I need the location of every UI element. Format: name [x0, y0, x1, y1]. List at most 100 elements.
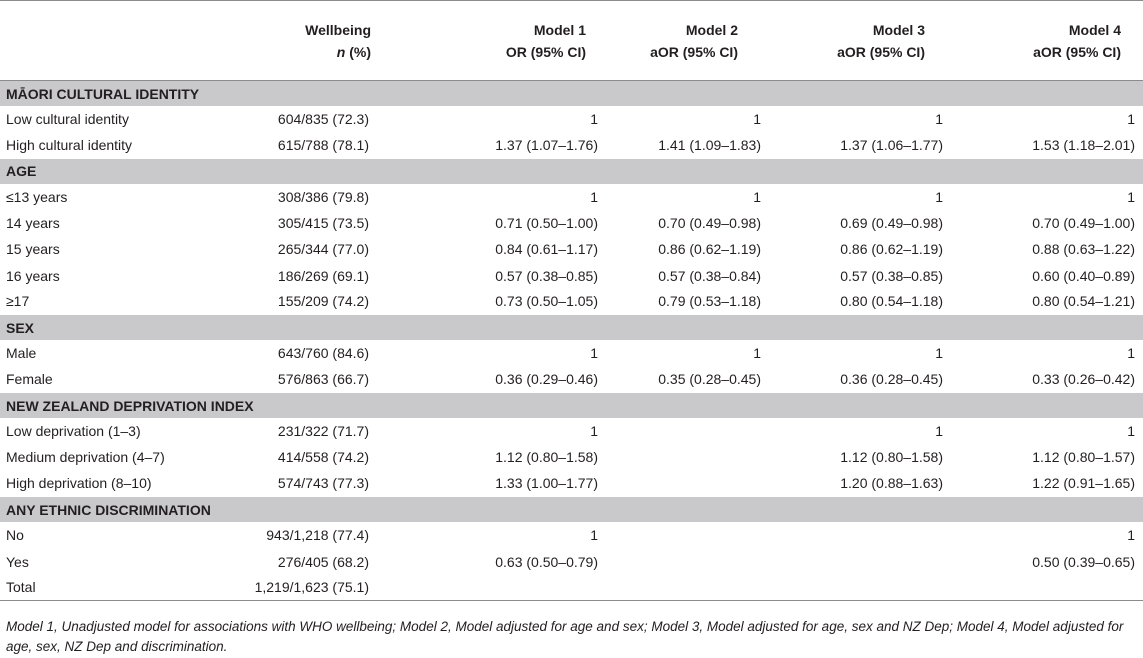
section-title: SEX — [0, 314, 1143, 341]
model2-cell — [603, 418, 793, 444]
model3-cell: 1 — [935, 423, 943, 440]
model4-cell: 1 — [1127, 188, 1135, 205]
model4-cell: 0.33 (0.26–0.42) — [1032, 371, 1135, 388]
model2-cell: 0.57 (0.38–0.84) — [658, 267, 761, 284]
model1-cell: 1 — [590, 188, 598, 205]
wellbeing-cell: 265/344 (77.0) — [277, 241, 369, 258]
header-model1: Model 1 OR (95% CI) — [453, 0, 603, 81]
wellbeing-cell: 1,219/1,623 (75.1) — [228, 574, 453, 602]
row-label: 15 years — [6, 241, 60, 258]
section-header-row: AGE — [0, 157, 1143, 184]
row-label: Low cultural identity — [6, 111, 129, 128]
model3-cell — [793, 548, 983, 574]
header-wellbeing-pct: (%) — [345, 43, 371, 60]
model1-cell: 1.37 (1.07–1.76) — [495, 137, 598, 154]
wellbeing-cell: 276/405 (68.2) — [277, 553, 369, 570]
model4-cell: 1.22 (0.91–1.65) — [1032, 475, 1135, 492]
model2-cell: 0.79 (0.53–1.18) — [658, 293, 761, 310]
model2-cell: 0.35 (0.28–0.45) — [658, 371, 761, 388]
model3-cell — [793, 574, 983, 602]
model3-cell: 0.86 (0.62–1.19) — [840, 241, 943, 258]
table-row: No 943/1,218 (77.4) 1 1 — [0, 522, 1143, 548]
model1-cell: 0.73 (0.50–1.05) — [495, 293, 598, 310]
table-row: 14 years 305/415 (73.5) 0.71 (0.50–1.00) 0.… — [0, 210, 1143, 236]
table-row: Female 576/863 (66.7) 0.36 (0.29–0.46) 0.35… — [0, 367, 1143, 393]
model2-cell — [603, 548, 793, 574]
model3-cell: 0.57 (0.38–0.85) — [840, 267, 943, 284]
model4-cell: 0.50 (0.39–0.65) — [1032, 553, 1135, 570]
model2-cell: 0.70 (0.49–0.98) — [658, 215, 761, 232]
section-title: ANY ETHNIC DISCRIMINATION — [0, 496, 1143, 523]
section-title: MĀORI CULTURAL IDENTITY — [0, 80, 1143, 106]
model2-cell — [603, 444, 793, 470]
model3-cell: 1 — [935, 111, 943, 128]
model2-cell — [603, 522, 793, 548]
model1-cell: 1.12 (0.80–1.58) — [495, 449, 598, 466]
row-label: Medium deprivation (4–7) — [6, 449, 165, 466]
wellbeing-cell: 308/386 (79.8) — [277, 188, 369, 205]
row-label: ≤13 years — [6, 188, 68, 205]
model3-cell: 0.80 (0.54–1.18) — [840, 293, 943, 310]
wellbeing-cell: 576/863 (66.7) — [277, 371, 369, 388]
header-model2: Model 2 aOR (95% CI) — [603, 0, 793, 81]
model4-cell: 1.12 (0.80–1.57) — [1032, 449, 1135, 466]
table-row: Medium deprivation (4–7) 414/558 (74.2) 1.… — [0, 444, 1143, 470]
model1-cell: 1 — [590, 527, 598, 544]
row-label: Yes — [6, 553, 29, 570]
wellbeing-cell: 604/835 (72.3) — [277, 111, 369, 128]
row-label: No — [6, 527, 24, 544]
header-wellbeing-subtitle: n (%) — [228, 41, 371, 63]
model4-cell: 1 — [1127, 111, 1135, 128]
header-model4-title: Model 4 — [1068, 21, 1121, 38]
table-row: Total 1,219/1,623 (75.1) — [0, 574, 1143, 602]
wellbeing-cell: 943/1,218 (77.4) — [266, 527, 369, 544]
header-empty-cell — [0, 0, 228, 81]
header-model1-title: Model 1 — [533, 21, 586, 38]
header-model1-subtitle: OR (95% CI) — [505, 43, 586, 60]
section-header-row: SEX — [0, 314, 1143, 341]
table-row: Male 643/760 (84.6) 1 1 1 1 — [0, 340, 1143, 366]
header-wellbeing: Wellbeing n (%) — [228, 0, 453, 81]
model4-cell: 1.53 (1.18–2.01) — [1032, 137, 1135, 154]
table-row: Low deprivation (1–3) 231/322 (71.7) 1 1 1 — [0, 418, 1143, 444]
model1-cell: 1.33 (1.00–1.77) — [495, 475, 598, 492]
table-body: MĀORI CULTURAL IDENTITY Low cultural iden… — [0, 80, 1143, 602]
wellbeing-cell: 615/788 (78.1) — [277, 137, 369, 154]
section-header-row: MĀORI CULTURAL IDENTITY — [0, 80, 1143, 106]
model3-cell: 1.37 (1.06–1.77) — [840, 137, 943, 154]
section-title: NEW ZEALAND DEPRIVATION INDEX — [0, 392, 1143, 419]
model3-cell: 1.12 (0.80–1.58) — [840, 449, 943, 466]
model1-cell: 0.63 (0.50–0.79) — [495, 553, 598, 570]
model4-cell: 0.88 (0.63–1.22) — [1032, 241, 1135, 258]
model4-cell: 0.60 (0.40–0.89) — [1032, 267, 1135, 284]
table-footnote: Model 1, Unadjusted model for associatio… — [6, 619, 1124, 654]
table-row: ≥17 155/209 (74.2) 0.73 (0.50–1.05) 0.79 (0… — [0, 289, 1143, 315]
model3-cell: 1 — [935, 188, 943, 205]
row-label: High cultural identity — [6, 137, 133, 154]
row-label: Male — [6, 345, 37, 362]
section-header-row: NEW ZEALAND DEPRIVATION INDEX — [0, 392, 1143, 419]
row-label: Female — [6, 371, 53, 388]
wellbeing-cell: 186/269 (69.1) — [277, 267, 369, 284]
model4-cell: 1 — [1127, 345, 1135, 362]
model4-cell: 1 — [1127, 527, 1135, 544]
model3-cell: 1.20 (0.88–1.63) — [840, 475, 943, 492]
row-label: High deprivation (8–10) — [6, 475, 152, 492]
table-header-row: Wellbeing n (%) Model 1 OR (95% CI) Mode… — [0, 0, 1143, 81]
model1-cell: 0.84 (0.61–1.17) — [495, 241, 598, 258]
model2-cell — [603, 574, 793, 602]
wellbeing-cell: 305/415 (73.5) — [277, 215, 369, 232]
header-wellbeing-title: Wellbeing — [305, 21, 371, 38]
table-row: ≤13 years 308/386 (79.8) 1 1 1 1 — [0, 184, 1143, 210]
model2-cell: 1 — [753, 345, 761, 362]
row-label: 16 years — [6, 267, 60, 284]
model1-cell: 1 — [590, 423, 598, 440]
table-row: High cultural identity 615/788 (78.1) 1.37… — [0, 132, 1143, 158]
row-label: Total — [0, 574, 228, 602]
wellbeing-cell: 155/209 (74.2) — [277, 293, 369, 310]
header-model2-title: Model 2 — [685, 21, 738, 38]
model1-cell: 1 — [590, 111, 598, 128]
model3-cell: 0.36 (0.28–0.45) — [840, 371, 943, 388]
header-model4: Model 4 aOR (95% CI) — [983, 0, 1143, 81]
